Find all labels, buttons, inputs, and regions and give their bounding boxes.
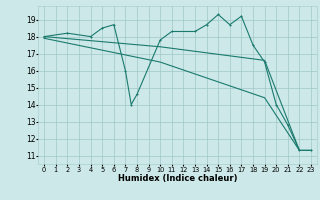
X-axis label: Humidex (Indice chaleur): Humidex (Indice chaleur) <box>118 174 237 183</box>
